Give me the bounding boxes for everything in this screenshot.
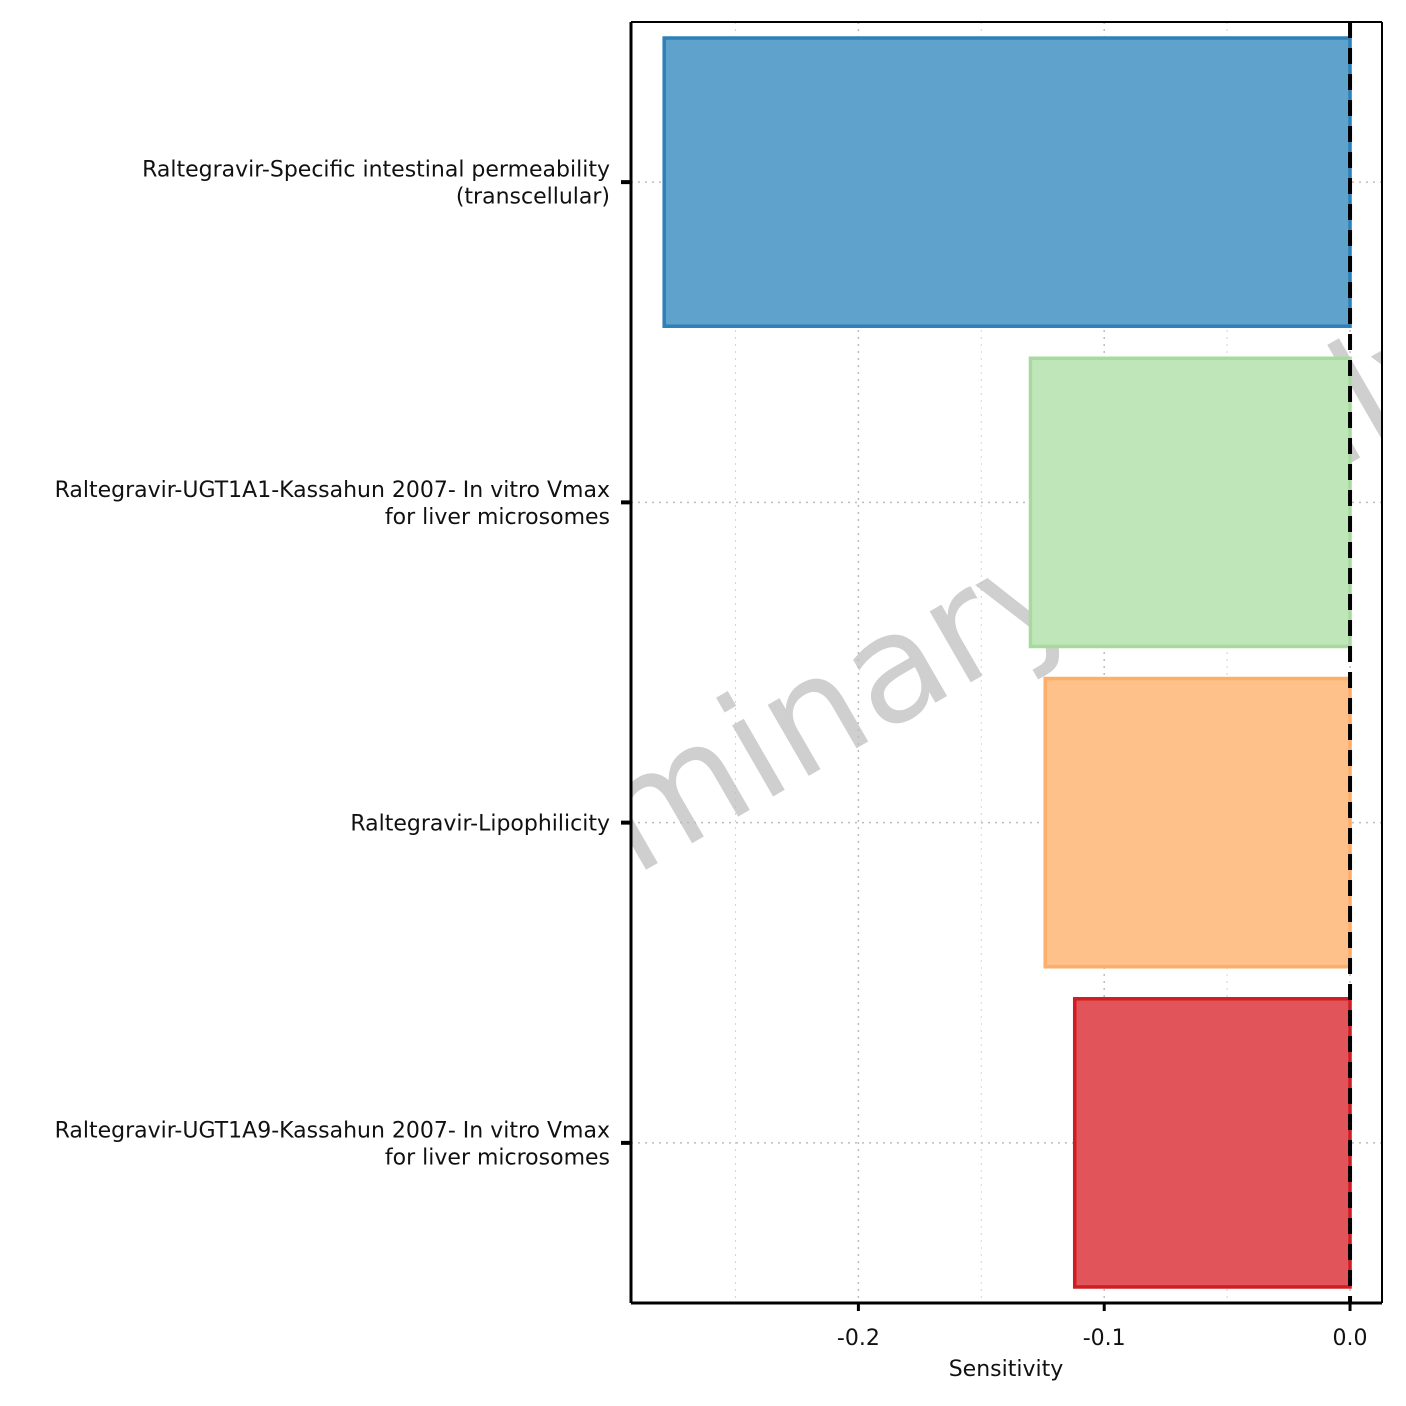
category-label: Raltegravir-Specific intestinal permeabi… xyxy=(142,158,610,210)
y-ticks: Raltegravir-Specific intestinal permeabi… xyxy=(55,158,631,1170)
x-axis-title: Sensitivity xyxy=(949,1357,1064,1382)
bar xyxy=(1043,676,1352,969)
bar xyxy=(1072,997,1352,1289)
category-label: Raltegravir-UGT1A1-Kassahun 2007- In vit… xyxy=(55,478,610,530)
x-ticks: -0.2 -0.1 0.0 xyxy=(837,1303,1368,1351)
x-tick-label: -0.2 xyxy=(837,1326,880,1351)
x-tick-label: -0.1 xyxy=(1083,1326,1126,1351)
category-label: Raltegravir-Lipophilicity xyxy=(350,812,610,837)
bars xyxy=(662,36,1352,1289)
x-tick-label: 0.0 xyxy=(1333,1326,1368,1351)
category-label: Raltegravir-UGT1A9-Kassahun 2007- In vit… xyxy=(55,1118,610,1170)
bar xyxy=(662,36,1352,328)
axes xyxy=(629,21,1383,1305)
bar xyxy=(1028,356,1352,649)
